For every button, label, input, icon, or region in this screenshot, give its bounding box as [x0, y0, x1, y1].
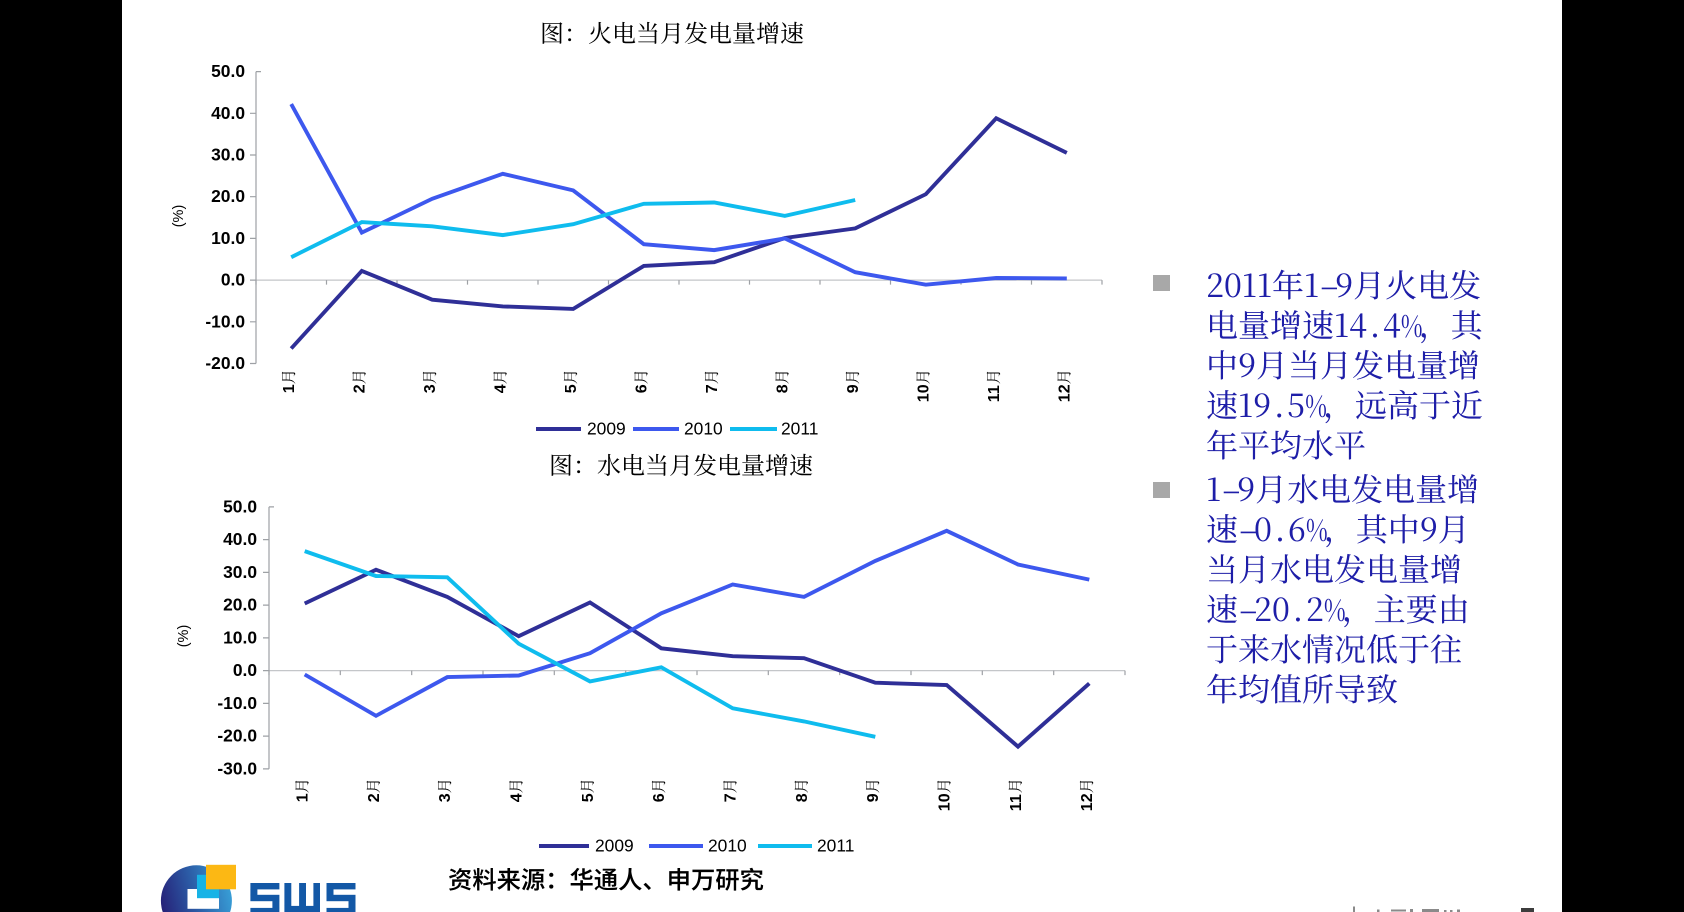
- svg-text:0.0: 0.0: [233, 660, 257, 680]
- svg-text:20.0: 20.0: [211, 186, 245, 206]
- svg-text:2009: 2009: [587, 419, 626, 439]
- svg-text:2: 2: [366, 793, 383, 802]
- svg-text:10: 10: [937, 793, 954, 811]
- svg-text:30.0: 30.0: [223, 562, 257, 582]
- svg-text:6: 6: [634, 384, 651, 393]
- svg-text:7: 7: [704, 384, 721, 393]
- svg-text:8: 8: [794, 793, 811, 802]
- svg-text:10.0: 10.0: [211, 228, 245, 248]
- svg-text:(%): (%): [171, 205, 187, 228]
- svg-text:2: 2: [352, 384, 369, 393]
- svg-text:1: 1: [295, 793, 312, 802]
- svg-text:8: 8: [775, 384, 792, 393]
- svg-text:12: 12: [1057, 384, 1074, 402]
- svg-text:5: 5: [563, 384, 580, 393]
- svg-text:50.0: 50.0: [223, 496, 257, 516]
- svg-text:0.0: 0.0: [221, 270, 245, 290]
- svg-text:3: 3: [422, 384, 439, 393]
- svg-text:2010: 2010: [684, 419, 723, 439]
- svg-text:5: 5: [580, 793, 597, 802]
- svg-text:11: 11: [986, 385, 1003, 402]
- svg-text:6: 6: [651, 793, 668, 802]
- svg-text:-20.0: -20.0: [205, 353, 245, 373]
- svg-text:40.0: 40.0: [211, 103, 245, 123]
- svg-text:4: 4: [509, 793, 526, 802]
- svg-text:2009: 2009: [595, 836, 634, 856]
- svg-text:9: 9: [865, 793, 882, 802]
- svg-text:-30.0: -30.0: [217, 758, 257, 778]
- svg-text:4: 4: [493, 384, 510, 393]
- svg-text:30.0: 30.0: [211, 145, 245, 165]
- svg-text:12: 12: [1079, 793, 1096, 811]
- svg-text:50.0: 50.0: [211, 61, 245, 81]
- svg-text:-10.0: -10.0: [205, 311, 245, 331]
- svg-text:2011: 2011: [781, 419, 818, 439]
- svg-text:-20.0: -20.0: [217, 726, 257, 746]
- svg-text:11: 11: [1008, 794, 1025, 811]
- svg-text:40.0: 40.0: [223, 529, 257, 549]
- svg-text:2010: 2010: [708, 836, 747, 856]
- svg-text:(%): (%): [176, 625, 192, 648]
- svg-text:20.0: 20.0: [223, 595, 257, 615]
- svg-text:3: 3: [437, 793, 454, 802]
- svg-text:7: 7: [723, 793, 740, 802]
- svg-text:-10.0: -10.0: [217, 693, 257, 713]
- svg-text:10.0: 10.0: [223, 627, 257, 647]
- svg-text:10: 10: [916, 384, 933, 402]
- svg-text:1: 1: [281, 384, 298, 393]
- svg-text:2011: 2011: [817, 836, 854, 856]
- svg-text:9: 9: [845, 384, 862, 393]
